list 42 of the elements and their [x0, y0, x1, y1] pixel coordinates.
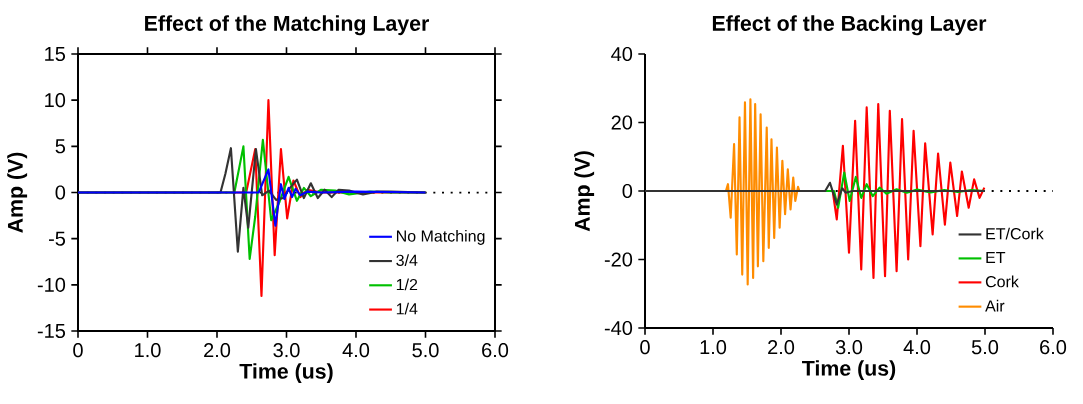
y-axis-title: Amp (V)	[7, 152, 28, 233]
y-tick-label: -20	[604, 252, 633, 267]
y-tick-label: 5	[55, 139, 66, 154]
legend-label: 1/2	[396, 278, 418, 291]
y-tick-label: 0	[55, 185, 66, 200]
legend-label: Air	[985, 299, 1005, 312]
x-tick-label: 2.0	[768, 340, 795, 355]
chart-title: Effect of the Backing Layer	[712, 15, 987, 36]
x-tick-label: 1.0	[700, 340, 727, 355]
y-tick-label: -40	[604, 320, 633, 336]
x-tick-label: 1.0	[135, 343, 161, 358]
y-tick-label: 20	[611, 115, 633, 130]
x-tick-label: 0	[73, 343, 83, 358]
x-tick-label: 0	[640, 340, 650, 355]
legend-label: No Matching	[396, 229, 485, 245]
y-axis-title: Amp (V)	[574, 151, 595, 232]
legend-label: 1/4	[396, 302, 418, 315]
x-axis-title: Time (us)	[239, 363, 333, 384]
x-axis-title: Time (us)	[802, 360, 896, 381]
x-tick-label: 4.0	[342, 343, 370, 358]
x-tick-label: 2.0	[204, 343, 231, 358]
y-tick-label: 15	[45, 47, 66, 61]
x-tick-label: 3.0	[273, 343, 300, 358]
x-tick-label: 5.0	[971, 340, 999, 355]
y-tick-label: -10	[37, 277, 66, 292]
chart-title: Effect of the Matching Layer	[145, 15, 429, 36]
y-tick-label: -15	[37, 324, 66, 338]
legend-label: Cork	[985, 275, 1019, 288]
y-tick-label: 10	[45, 93, 66, 108]
y-tick-label: 0	[622, 183, 633, 199]
x-tick-label: 6.0	[1040, 340, 1067, 355]
legend-label: 3/4	[396, 254, 418, 266]
x-tick-label: 6.0	[482, 343, 509, 358]
line-series	[78, 168, 427, 227]
x-tick-label: 5.0	[412, 343, 439, 358]
x-tick-label: 3.0	[835, 340, 863, 355]
legend-label: ET	[986, 251, 1006, 263]
y-tick-label: 40	[611, 46, 633, 62]
x-tick-label: 4.0	[903, 340, 931, 355]
y-tick-label: -5	[48, 231, 66, 246]
legend-label: ET/Cork	[986, 227, 1044, 240]
line-series	[645, 181, 987, 206]
